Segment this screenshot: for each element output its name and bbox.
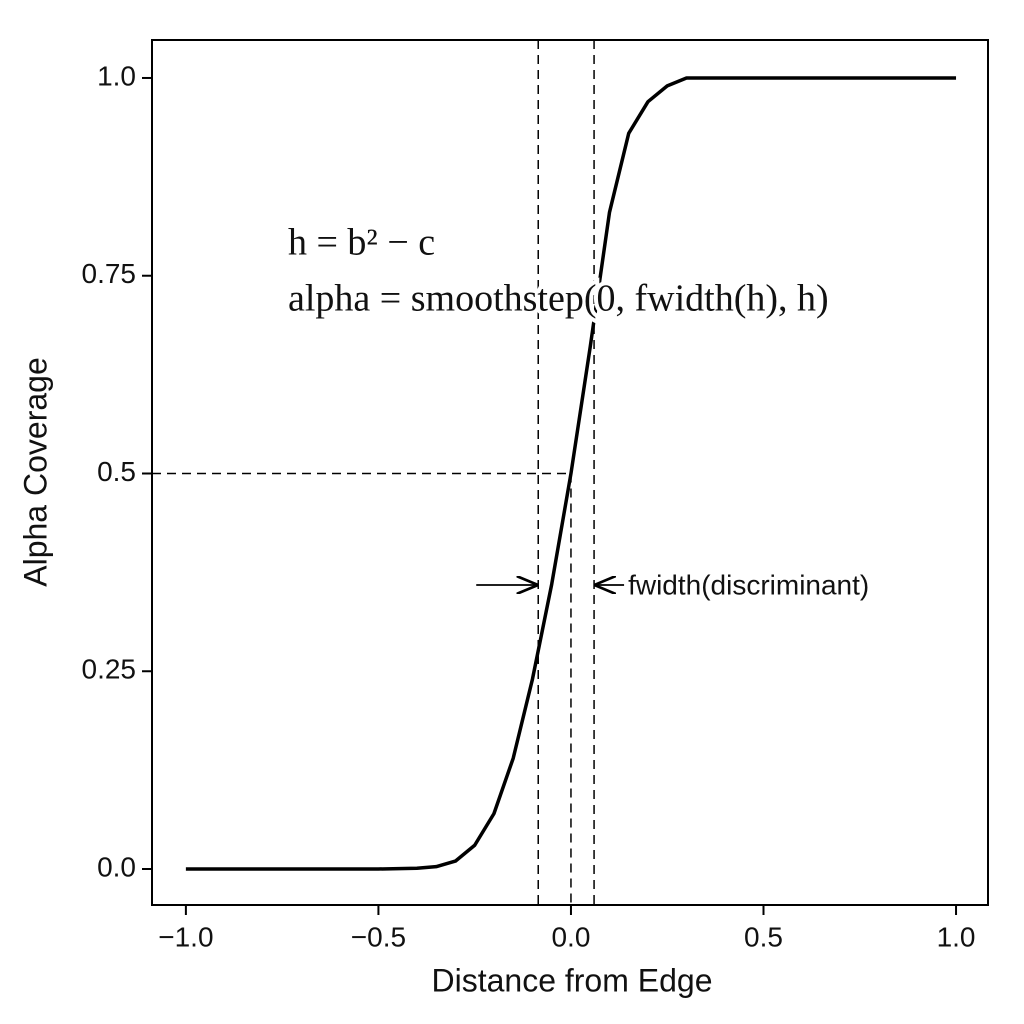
y-tick-label: 0.75 (82, 258, 137, 289)
equation: h = b² − c (288, 222, 435, 264)
data-line (185, 76, 957, 871)
x-tick-label: −1.0 (158, 921, 213, 952)
y-tick-label: 0.25 (82, 654, 137, 685)
x-axis-label: Distance from Edge (431, 962, 712, 998)
y-tick-label: 0.5 (97, 456, 136, 487)
x-tick-label: 1.0 (937, 921, 976, 952)
annotation: fwidth(discriminant) (628, 569, 869, 600)
x-tick-label: 0.0 (551, 921, 590, 952)
y-tick-label: 0.0 (97, 851, 136, 882)
x-tick-label: 0.5 (744, 921, 783, 952)
y-axis-label: Alpha Coverage (17, 357, 53, 586)
equation: alpha = smoothstep(0, fwidth(h), h) (288, 278, 829, 320)
y-tick-label: 1.0 (97, 60, 136, 91)
x-tick-label: −0.5 (351, 921, 406, 952)
